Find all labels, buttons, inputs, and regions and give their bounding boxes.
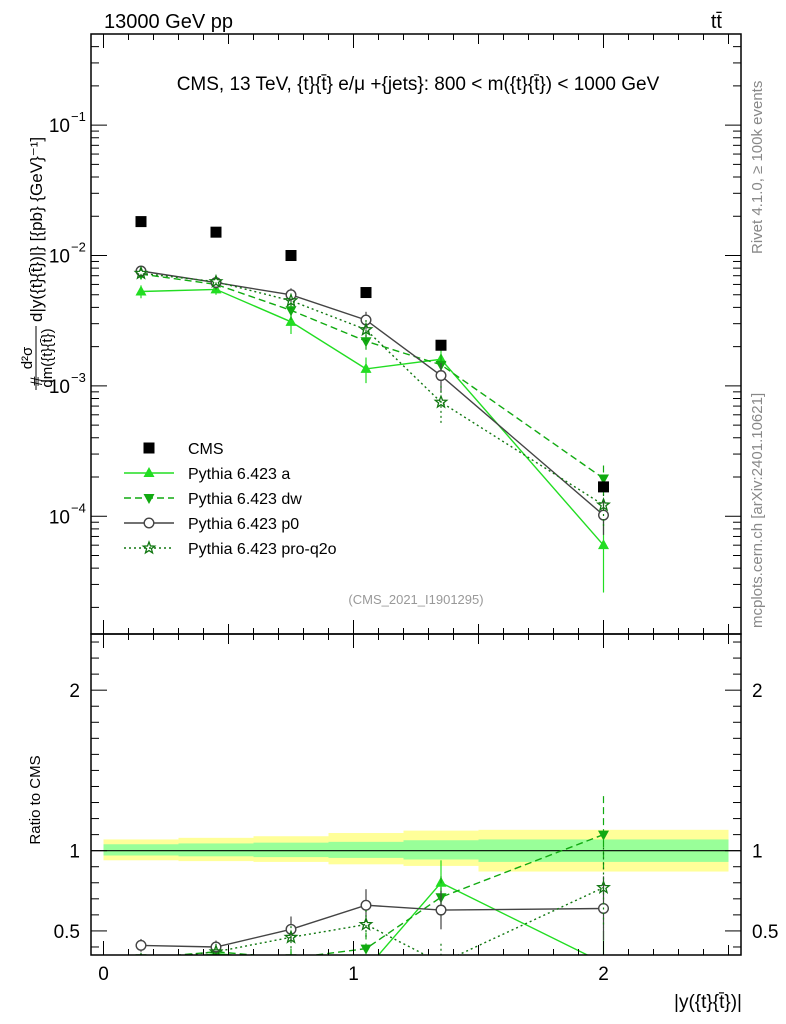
cms-data-point [598,481,609,493]
cms-data-point [210,226,222,238]
y-tick-exponent: −3 [71,370,86,385]
ratio-series-point [596,879,611,894]
ratio-series-point [286,955,297,965]
ratio-series-points [135,796,611,973]
rivet-version-label: Rivet 4.1.0, ≥ 100k events [749,81,766,254]
y-label-numerator: d²σ [19,346,36,369]
legend-marker [141,540,157,555]
legend-marker [143,494,155,504]
ratio-series-point [361,963,372,973]
ratio-y-tick-label: 1 [69,842,80,863]
ratio-inner-band [178,843,254,857]
ratio-series-line [200,881,589,955]
ratio-inner-band [403,840,479,860]
series-point [285,315,297,326]
legend-marker [143,517,155,529]
ratio-series-line [140,904,604,948]
series-point [360,337,372,348]
y-label-denominator: dm({t}{t̄}) [39,328,56,387]
ratio-inner-band [253,842,329,858]
legend-entry: CMS [143,441,224,458]
main-series-points [133,216,611,593]
ratio-y-tick-label: 0.5 [54,922,80,943]
collision-label: 13000 GeV pp [104,11,233,33]
series-line [140,288,605,546]
x-axis-label: |y({t}{t̄})| [674,992,742,1013]
ratio-series-point [435,957,446,968]
cms-data-point [135,216,147,228]
main-series-lines [140,270,605,546]
series-point [435,370,447,382]
legend-label: Pythia 6.423 pro-q2o [188,541,337,558]
series-point [358,321,374,337]
series-line [140,270,604,516]
y-tick-label: 10 [49,507,70,528]
main-title: CMS, 13 TeV, {t}{t̄} e/μ +{jets}: 800 < … [177,74,660,95]
cms-data-point [285,250,297,262]
legend-marker [143,442,155,454]
y-tick-exponent: −1 [71,109,86,124]
series-point [360,362,372,373]
ratio-y-tick-label-right: 1 [752,842,763,863]
series-point [598,474,609,485]
cms-data-point [435,339,447,351]
legend-label: Pythia 6.423 dw [188,491,302,508]
legend-entry: Pythia 6.423 pro-q2o [124,540,337,558]
series-point [283,292,299,308]
ratio-y-tick-label: 2 [69,681,80,702]
series-point [208,273,224,289]
cms-data-point [360,287,372,299]
series-point [285,306,297,317]
ratio-series-point [283,929,299,944]
y-tick-exponent: −2 [71,240,86,255]
analysis-id-watermark: (CMS_2021_I1901295) [348,592,483,607]
legend-entry: Pythia 6.423 dw [124,491,302,508]
series-point [598,539,609,550]
x-tick-label: 1 [348,964,359,985]
axis-tick-labels: 0 1 210−110−210−310 −40.5 0.51 12 2 [49,109,779,985]
y-tick-label: 10 [49,116,70,137]
ratio-y-axis-label: Ratio to CMS [27,755,44,844]
ratio-inner-band [103,844,179,856]
legend-label: CMS [188,441,224,458]
x-tick-label: 0 [98,964,109,985]
ratio-series-point [435,904,447,916]
series-point [135,285,147,296]
legend-marker [143,467,155,477]
legend-label: Pythia 6.423 a [188,466,290,483]
y-label-rest: d|y({t}{t̄})|} [{pb} {GeV}⁻¹] [27,137,46,322]
mcplots-label: mcplots.cern.ch [arXiv:2401.10621] [749,393,766,628]
y-tick-label: 10 [49,377,70,398]
series-point [433,394,449,409]
legend-entry: Pythia 6.423 p0 [124,516,299,533]
ratio-series-point [358,916,374,931]
ratio-series-point [598,830,609,841]
legend-entry: Pythia 6.423 a [124,466,290,483]
legend-label: Pythia 6.423 p0 [188,516,299,533]
y-tick-exponent: −4 [71,500,86,515]
axis-ticks [91,33,741,955]
process-label: tt̄ [711,11,723,33]
ratio-series-point [136,959,147,969]
legend: CMS Pythia 6.423 a Pythia 6.423 dw Pythia 6… [124,441,337,558]
ratio-series-point [360,899,372,911]
ratio-series-point [285,923,297,935]
ratio-inner-band [328,841,404,858]
series-point [596,497,611,512]
main-y-axis-label: # d²σ dm({t}{t̄}) d|y({t}{t̄})|} [{pb} {… [19,137,56,390]
series-point [133,265,149,280]
ratio-y-tick-label-right: 2 [752,681,763,702]
series-line [140,273,604,479]
ratio-series-point [360,944,372,955]
ratio-series-point [135,939,147,951]
y-tick-label: 10 [49,247,70,268]
x-tick-label: 2 [598,964,609,985]
ratio-y-tick-label-right: 0.5 [752,922,778,943]
ratio-frame [90,633,742,956]
